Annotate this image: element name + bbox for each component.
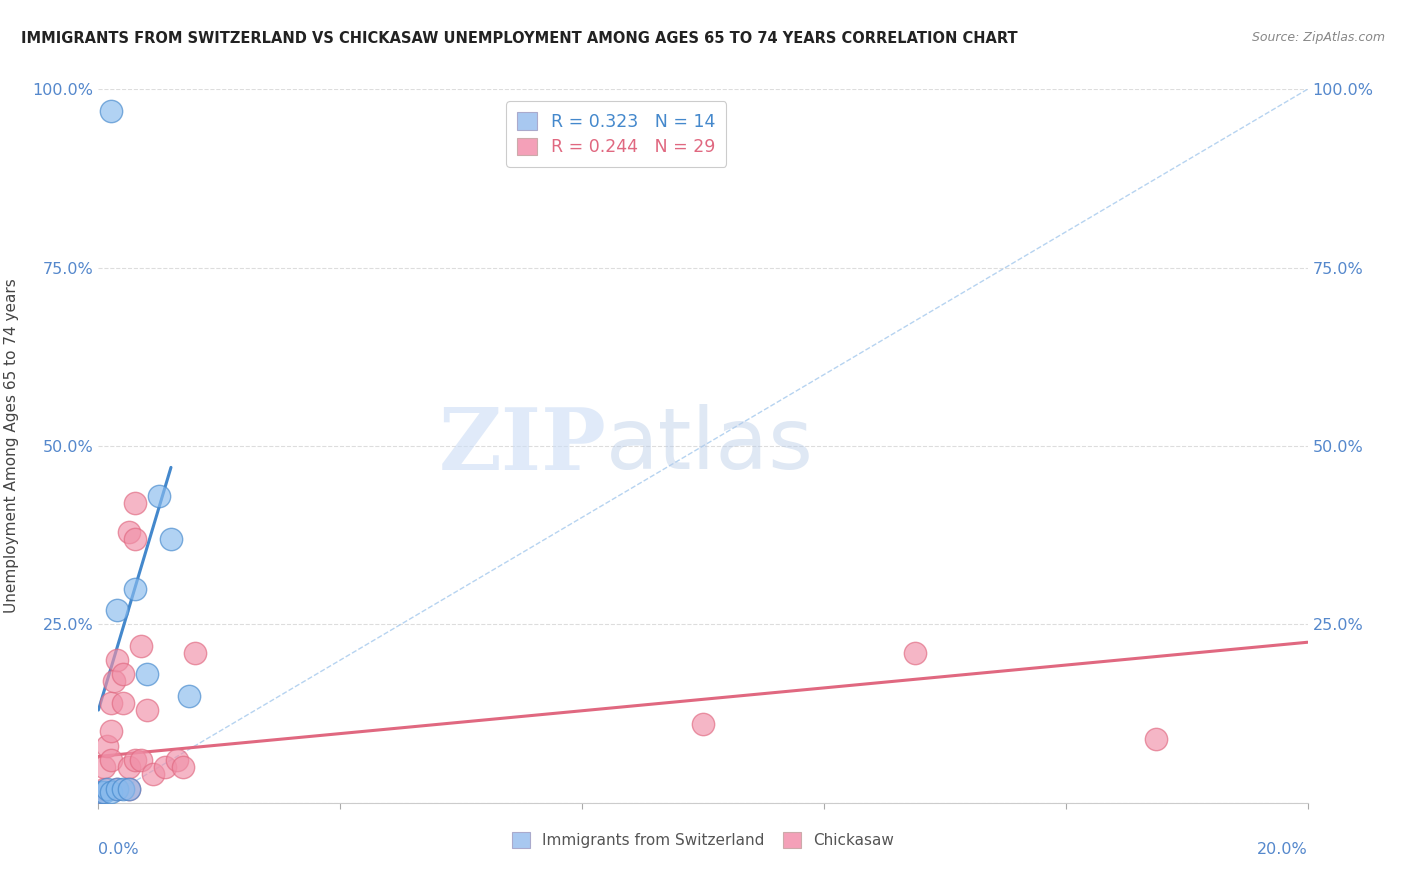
Point [100, 103, 122, 118]
Point [135, 667, 157, 681]
Point [100, 696, 122, 710]
Point [90, 785, 112, 799]
Point [96, 739, 118, 753]
Point [118, 524, 141, 539]
Point [100, 753, 122, 767]
Point [96, 781, 118, 796]
Point [93, 760, 115, 774]
Point [129, 753, 152, 767]
Point [904, 646, 927, 660]
Point [111, 696, 134, 710]
Point [124, 496, 146, 510]
Point [100, 724, 122, 739]
Text: 20.0%: 20.0% [1257, 842, 1308, 857]
Point [103, 674, 125, 689]
Point [160, 532, 183, 546]
Text: Source: ZipAtlas.com: Source: ZipAtlas.com [1251, 31, 1385, 45]
Point [124, 753, 146, 767]
Point [692, 717, 714, 731]
Point [105, 653, 128, 667]
Point [184, 646, 207, 660]
Point [172, 760, 194, 774]
Point [148, 489, 170, 503]
Text: 0.0%: 0.0% [98, 842, 139, 857]
Point [105, 603, 128, 617]
Text: atlas: atlas [606, 404, 814, 488]
Point [105, 781, 128, 796]
Point [124, 532, 146, 546]
Point [118, 781, 141, 796]
Point [111, 667, 134, 681]
Point [111, 781, 134, 796]
Point [129, 639, 152, 653]
Text: IMMIGRANTS FROM SWITZERLAND VS CHICKASAW UNEMPLOYMENT AMONG AGES 65 TO 74 YEARS : IMMIGRANTS FROM SWITZERLAND VS CHICKASAW… [21, 31, 1018, 46]
Point [118, 781, 141, 796]
Legend: Immigrants from Switzerland, Chickasaw: Immigrants from Switzerland, Chickasaw [503, 824, 903, 855]
Point [118, 760, 141, 774]
Y-axis label: Unemployment Among Ages 65 to 74 years: Unemployment Among Ages 65 to 74 years [4, 278, 18, 614]
Point [179, 689, 201, 703]
Point [153, 760, 176, 774]
Point [100, 785, 122, 799]
Point [90, 785, 112, 799]
Point [142, 767, 165, 781]
Point [124, 582, 146, 596]
Point [93, 785, 115, 799]
Point [166, 753, 188, 767]
Text: ZIP: ZIP [439, 404, 606, 488]
Point [1144, 731, 1167, 746]
Point [93, 781, 115, 796]
Point [135, 703, 157, 717]
Point [105, 781, 128, 796]
